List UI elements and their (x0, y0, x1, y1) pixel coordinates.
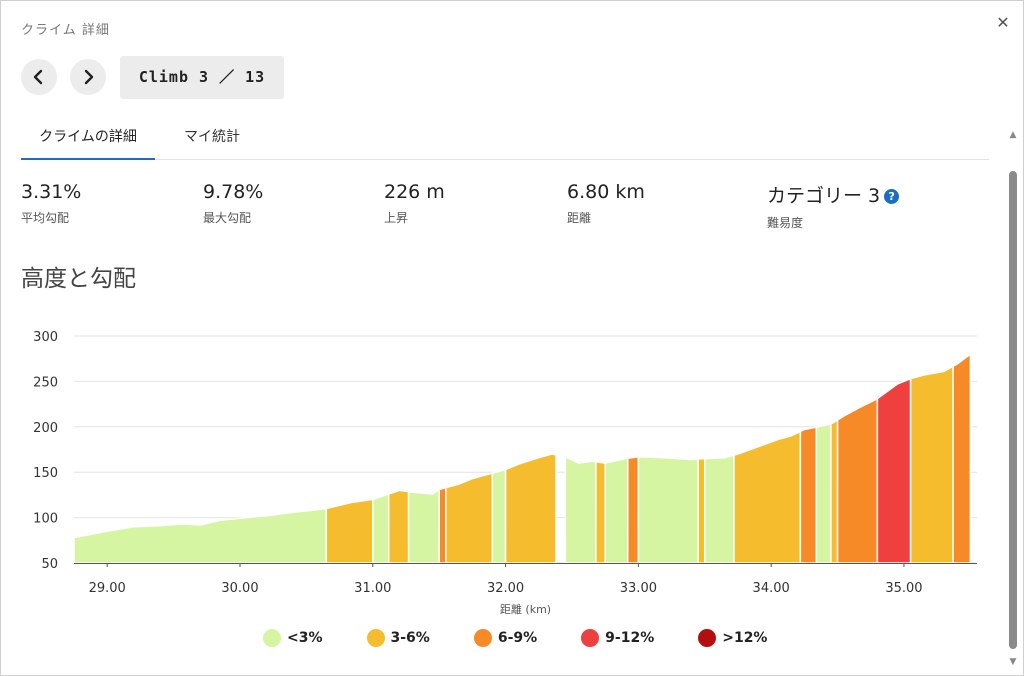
elevation-grade-chart: 50 100 150 200 250 300 29.00 30.00 31.00 32.00 33.… (33, 330, 977, 616)
stat-label: 平均勾配 (21, 211, 70, 225)
x-tick-label: 31.00 (354, 581, 391, 596)
grade-segment-3to6 (697, 457, 706, 564)
scroll-up-arrow-icon[interactable]: ▲ (1009, 130, 1017, 140)
grade-segment-3to6 (325, 498, 374, 564)
grade-segment-lt3 (491, 468, 507, 564)
grade-segment-lt3 (604, 457, 629, 564)
x-tick-label: 32.00 (487, 581, 524, 596)
x-tick-label: 34.00 (753, 581, 790, 596)
y-tick-label: 50 (41, 557, 58, 572)
stat-max-grade: 9.78% 最大勾配 (203, 181, 263, 226)
chart-heading: 高度と勾配 (21, 266, 136, 292)
grade-segment-6to9 (952, 352, 972, 564)
y-tick-label: 200 (33, 421, 58, 436)
x-tick-label: 33.00 (620, 581, 657, 596)
legend-item-3to6: 3-6% (366, 629, 430, 647)
grade-segment-lt3 (637, 456, 699, 564)
stat-value: 3.31% (21, 181, 82, 203)
grade-segment-3to6 (830, 418, 839, 564)
grade-segment-9to12 (876, 377, 912, 564)
x-axis-label: 距離 (km) (500, 602, 551, 616)
legend-item-9to12: 9-12% (581, 629, 654, 647)
grade-segment-6to9 (836, 397, 879, 564)
stat-value: カテゴリー 3 (767, 185, 881, 207)
legend-label: <3% (287, 630, 323, 646)
grade-segment-lt3 (73, 507, 328, 564)
close-icon[interactable]: ✕ (996, 13, 1010, 32)
stat-label: 距離 (567, 211, 592, 225)
y-tick-label: 300 (33, 330, 58, 345)
legend-label: >12% (722, 630, 768, 646)
chart-legend: <3% 3-6% 6-9% 9-12% >12% (263, 629, 811, 647)
stat-value: 9.78% (203, 181, 264, 203)
help-icon[interactable]: ? (884, 189, 900, 204)
stat-label: 上昇 (384, 211, 409, 225)
legend-label: 6-9% (497, 630, 538, 646)
stat-label: 最大勾配 (203, 211, 252, 225)
x-tick-label: 30.00 (221, 581, 258, 596)
scroll-down-arrow-icon[interactable]: ▼ (1009, 657, 1017, 667)
grade-segment-lt3 (407, 488, 440, 564)
grade-segment-3to6 (504, 453, 557, 564)
grade-segment-3to6 (445, 472, 494, 564)
stat-value: 6.80 km (567, 181, 645, 203)
legend-item-lt3: <3% (263, 629, 323, 647)
scrollbar[interactable]: ▲ ▼ (1005, 127, 1021, 671)
stat-elevation-gain: 226 m 上昇 (384, 181, 445, 226)
x-tick-label: 29.00 (89, 581, 126, 596)
grade-segment-3to6 (387, 489, 410, 564)
grade-segment-lt3 (815, 423, 832, 564)
dialog-title: クライム 詳細 (21, 23, 110, 38)
legend-item-6to9: 6-9% (473, 629, 538, 647)
grade-segment-6to9 (799, 426, 818, 564)
next-climb-button[interactable] (70, 59, 106, 95)
grade-segment-3to6 (733, 430, 802, 564)
stat-value-row: カテゴリー 3? (767, 181, 900, 208)
grade-segment-lt3 (372, 492, 390, 564)
stat-avg-grade: 3.31% 平均勾配 (21, 181, 81, 226)
prev-climb-button[interactable] (21, 59, 57, 95)
chevron-right-icon (84, 69, 94, 85)
legend-swatch (581, 629, 600, 647)
y-tick-label: 150 (33, 466, 58, 481)
stat-distance: 6.80 km 距離 (567, 181, 645, 226)
legend-label: 3-6% (390, 630, 430, 646)
legend-item-gt12: >12% (698, 629, 767, 647)
chevron-left-icon (33, 69, 43, 85)
grade-segment-lt3 (564, 455, 597, 564)
tab-bar: クライムの詳細 マイ統計 (21, 117, 989, 160)
stat-value: 226 m (384, 181, 445, 203)
legend-label: 9-12% (605, 630, 655, 646)
climb-counter: Climb 3 ／ 13 (120, 56, 284, 99)
legend-swatch (366, 629, 385, 647)
legend-swatch (473, 629, 492, 647)
y-tick-label: 100 (33, 512, 58, 527)
y-tick-label: 250 (33, 375, 58, 390)
grade-segment-3to6 (909, 365, 954, 564)
tab-climb-details[interactable]: クライムの詳細 (21, 117, 155, 160)
scroll-thumb[interactable] (1009, 171, 1017, 649)
legend-swatch (263, 629, 281, 647)
grade-segment-6to9 (438, 486, 447, 564)
stat-difficulty: カテゴリー 3? 難易度 (767, 181, 900, 231)
legend-swatch (698, 629, 717, 647)
stat-label: 難易度 (767, 216, 804, 230)
x-tick-label: 35.00 (885, 581, 922, 596)
grade-segment-6to9 (627, 455, 640, 564)
grade-segment-3to6 (595, 460, 606, 564)
tab-my-stats[interactable]: マイ統計 (184, 129, 240, 145)
grade-segment-lt3 (704, 454, 735, 564)
